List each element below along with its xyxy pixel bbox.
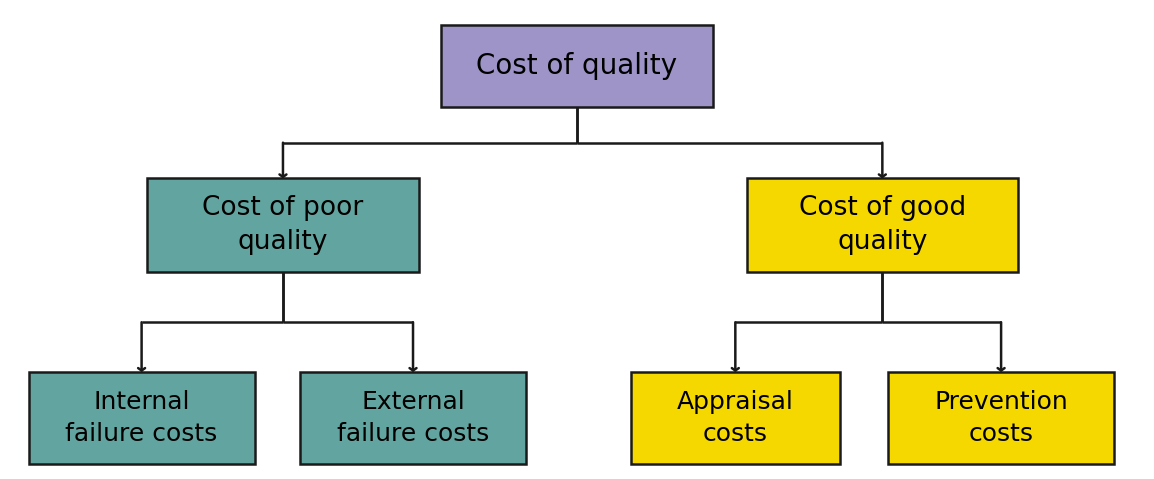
Text: External
failure costs: External failure costs [337,390,489,445]
Text: Appraisal
costs: Appraisal costs [677,390,794,445]
FancyBboxPatch shape [441,25,713,107]
Text: Cost of poor
quality: Cost of poor quality [202,195,364,255]
FancyBboxPatch shape [148,179,419,273]
Text: Cost of quality: Cost of quality [477,52,677,80]
FancyBboxPatch shape [29,372,255,464]
FancyBboxPatch shape [300,372,526,464]
FancyBboxPatch shape [631,372,840,464]
Text: Prevention
costs: Prevention costs [935,390,1067,445]
FancyBboxPatch shape [747,179,1018,273]
FancyBboxPatch shape [889,372,1115,464]
Text: Cost of good
quality: Cost of good quality [799,195,966,255]
Text: Internal
failure costs: Internal failure costs [66,390,218,445]
